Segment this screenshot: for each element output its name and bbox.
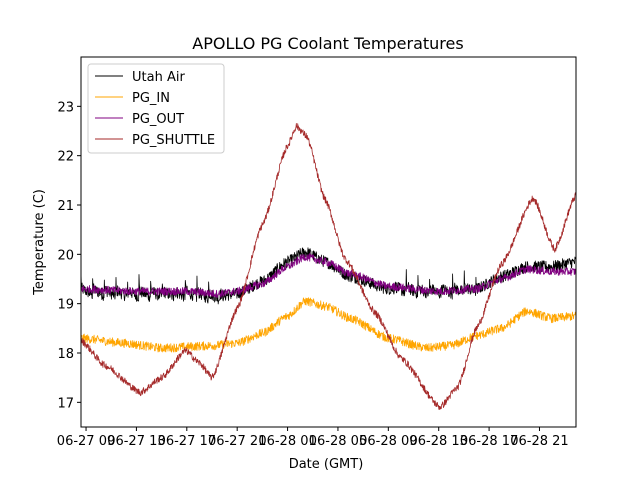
x-tick-label: 06-27 21: [208, 434, 266, 449]
y-tick-label: 18: [57, 347, 74, 362]
x-tick-label: 06-28 05: [309, 434, 367, 449]
y-axis-label: Temperature (C): [32, 189, 47, 296]
x-axis-label: Date (GMT): [289, 457, 364, 472]
x-tick-label: 06-28 17: [460, 434, 518, 449]
plot-frame: [80, 56, 577, 428]
legend-label: Utah Air: [132, 70, 185, 85]
y-tick-label: 23: [57, 100, 74, 115]
x-tick-label: 06-27 09: [57, 434, 115, 449]
y-tick-label: 20: [57, 248, 74, 263]
y-axis: 17 18 19 20 21 22 23: [57, 100, 81, 411]
x-tick-label: 06-27 13: [107, 434, 165, 449]
x-tick-label: 06-28 09: [359, 434, 417, 449]
x-tick-label: 06-28 01: [258, 434, 316, 449]
y-tick-label: 17: [57, 396, 74, 411]
legend-label: PG_IN: [132, 91, 170, 106]
legend-label: PG_OUT: [132, 112, 184, 127]
y-tick-label: 21: [57, 199, 74, 214]
legend: Utah Air PG_IN PG_OUT PG_SHUTTLE: [87, 63, 225, 154]
series-line-pg-shuttle: [81, 123, 576, 410]
legend-box: [87, 63, 225, 154]
x-tick-label: 06-28 21: [510, 434, 568, 449]
chart-title: APOLLO PG Coolant Temperatures: [192, 34, 463, 53]
x-tick-label: 06-28 13: [409, 434, 467, 449]
y-tick-label: 19: [57, 298, 74, 313]
series-line-pg-in: [81, 297, 576, 353]
legend-label: PG_SHUTTLE: [132, 133, 215, 148]
x-tick-label: 06-27 17: [158, 434, 216, 449]
y-tick-label: 22: [57, 150, 74, 165]
series-layer: [81, 123, 576, 410]
